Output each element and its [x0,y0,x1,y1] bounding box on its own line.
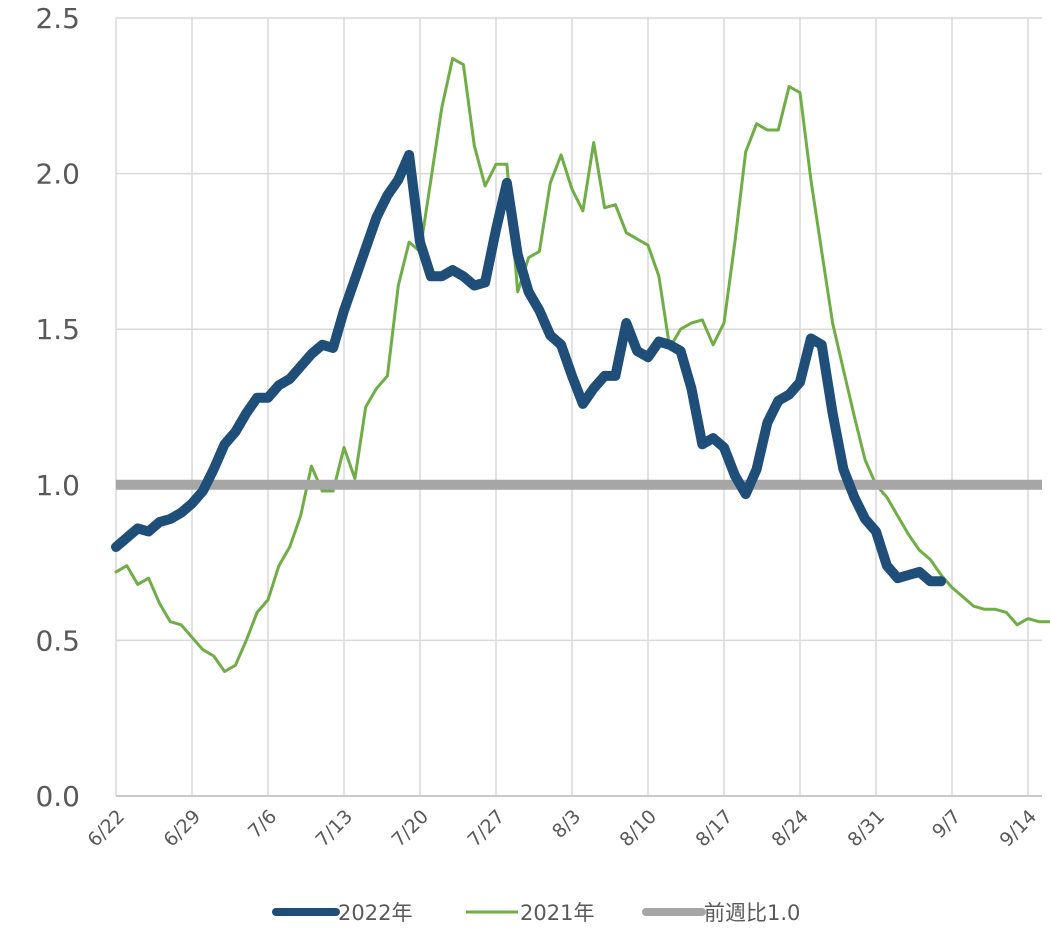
x-tick-label: 7/6 [244,806,281,843]
y-tick-label: 1.0 [35,469,80,502]
series-2021-line [114,57,1050,673]
x-tick-label: 9/7 [928,806,965,843]
x-tick-label: 8/10 [615,806,661,852]
legend-item-baseline: 前週比1.0 [642,901,800,925]
x-tick-label: 7/20 [387,806,433,852]
y-tick-label: 2.0 [35,158,80,191]
series-2022-line [111,149,947,587]
y-tick-label: 0.5 [35,624,80,657]
legend-item-2022: 2022年 [272,901,412,925]
x-axis-ticks: 6/22 6/29 7/6 7/13 7/20 7/27 8/3 8/10 8/17 8/24 8/… [83,806,1041,852]
x-tick-label: 9/14 [995,806,1041,852]
x-tick-label: 8/3 [548,806,585,843]
x-tick-label: 8/31 [843,806,889,852]
x-tick-label: 8/17 [691,806,737,852]
y-tick-label: 0.0 [35,780,80,813]
y-tick-label: 2.5 [35,2,80,35]
legend-item-2021: 2021年 [466,901,594,925]
legend-label-baseline: 前週比1.0 [704,901,800,925]
x-tick-label: 8/24 [767,806,813,852]
y-axis-ticks: 0.0 0.5 1.0 1.5 2.0 2.5 [35,2,80,813]
series-lines [111,57,1050,673]
y-tick-label: 1.5 [35,313,80,346]
x-tick-label: 7/13 [311,806,357,852]
x-tick-label: 7/27 [463,806,509,852]
legend-label-2021: 2021年 [520,901,594,925]
grid [115,17,1042,797]
legend: 2022年 2021年 前週比1.0 [272,901,800,925]
legend-label-2022: 2022年 [338,901,412,925]
x-tick-label: 6/22 [83,806,129,852]
x-tick-label: 6/29 [159,806,205,852]
